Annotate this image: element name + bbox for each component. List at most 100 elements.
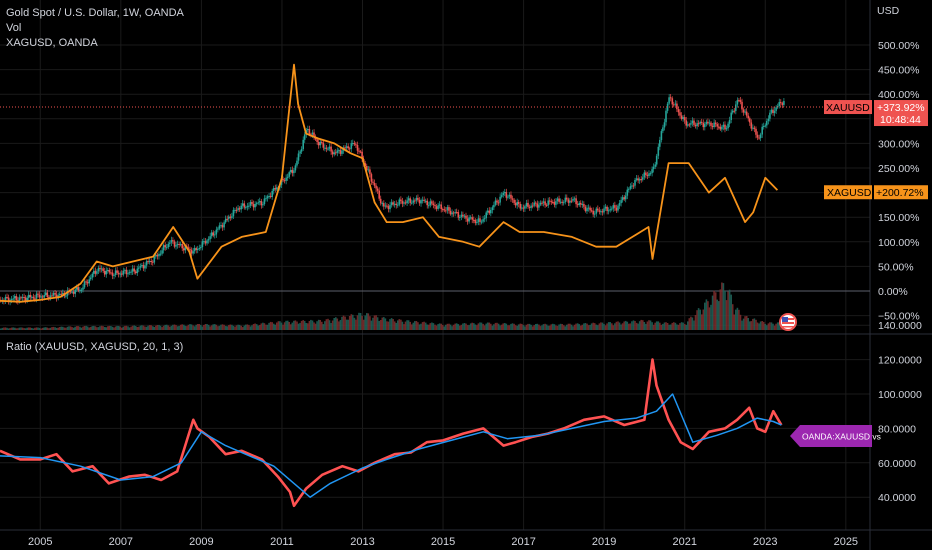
volume-bar <box>397 320 399 330</box>
volume-bar <box>750 321 753 330</box>
volume-bar <box>369 316 371 330</box>
candle-body <box>372 181 374 183</box>
candle-body <box>229 216 232 218</box>
volume-bar <box>497 323 500 330</box>
volume-bar <box>325 319 328 330</box>
volume-bar <box>561 324 563 330</box>
candle-body <box>20 297 22 299</box>
candle-body <box>14 296 16 299</box>
candle-body <box>711 125 714 127</box>
volume-bar <box>215 324 218 330</box>
volume-bar <box>539 326 542 330</box>
volume-bar <box>283 322 286 330</box>
candle-body <box>364 163 366 166</box>
volume-bar <box>314 323 317 330</box>
volume-bar <box>282 324 284 330</box>
candle-body <box>201 241 204 248</box>
xau-candles <box>0 94 785 306</box>
volume-bar <box>690 316 692 330</box>
candle-body <box>339 150 342 154</box>
volume-bar <box>432 323 435 330</box>
candle-body <box>521 207 523 209</box>
candle-body <box>713 122 715 127</box>
volume-bar <box>46 327 49 330</box>
volume-bar <box>206 324 208 330</box>
candle-body <box>778 102 780 106</box>
candle-body <box>728 120 731 124</box>
candle-body <box>451 212 453 215</box>
volume-bar <box>590 323 593 330</box>
candle-body <box>268 196 270 197</box>
volume-bar <box>152 326 154 330</box>
xagusd-symbol-badge <box>824 185 872 200</box>
volume-bar <box>193 326 196 330</box>
candle-body <box>46 292 49 297</box>
candle-body <box>677 109 680 113</box>
volume-bar <box>558 324 560 330</box>
candle-body <box>209 236 211 240</box>
candle-body <box>638 179 641 181</box>
candle-body <box>103 271 106 275</box>
candle-body <box>26 297 28 302</box>
candle-body <box>331 151 334 155</box>
candle-body <box>138 267 140 269</box>
volume-bar <box>386 321 388 330</box>
candle-body <box>15 296 18 301</box>
candle-body <box>142 265 145 269</box>
candle-body <box>424 200 427 202</box>
candle-body <box>707 121 709 124</box>
candle-body <box>265 198 267 200</box>
candle-body <box>572 199 574 201</box>
candle-body <box>395 203 397 206</box>
volume-bar <box>493 324 495 330</box>
candle-body <box>542 201 545 203</box>
candle-body <box>370 174 373 182</box>
candle-body <box>564 197 567 203</box>
volume-bar <box>752 318 754 330</box>
candle-body <box>676 103 678 110</box>
candle-body <box>260 201 263 206</box>
candle-body <box>51 295 53 297</box>
volume-bar <box>55 327 58 330</box>
candle-body <box>496 200 498 203</box>
volume-bar <box>364 315 366 330</box>
volume-bar <box>204 324 207 330</box>
volume-bar <box>735 309 737 330</box>
volume-bar <box>285 320 287 330</box>
candle-body <box>584 206 587 212</box>
candle-body <box>241 203 244 206</box>
ratio-legend[interactable]: Ratio (XAUUSD, XAGUSD, 20, 1, 3) <box>6 341 184 353</box>
time-axis-tick: 2013 <box>350 536 374 548</box>
candle-body <box>531 205 534 207</box>
candle-body <box>307 129 309 131</box>
candle-body <box>79 289 81 291</box>
ratio-axis-tick: 100.0000 <box>878 389 922 401</box>
volume-bar <box>553 324 556 330</box>
volume-bar <box>392 319 394 330</box>
volume-bar <box>217 326 219 330</box>
compare-legend[interactable]: XAGUSD, OANDA <box>6 37 98 49</box>
volume-bar <box>372 317 374 330</box>
volume-bar <box>77 326 80 330</box>
volume-bar <box>347 319 349 330</box>
volume-bar <box>235 325 238 330</box>
candle-body <box>673 104 675 106</box>
ratio-value-label: OANDA:XAUUSD vs <box>802 432 881 442</box>
candle-body <box>297 153 300 161</box>
candle-body <box>245 207 247 209</box>
volume-bar <box>296 321 298 330</box>
symbol-title[interactable]: Gold Spot / U.S. Dollar, 1W, OANDA <box>6 7 184 19</box>
volume-bar <box>443 326 446 330</box>
candle-body <box>646 175 649 176</box>
volume-bar <box>254 323 256 330</box>
volume-bar <box>367 313 370 330</box>
volume-legend[interactable]: Vol <box>6 22 22 34</box>
volume-bar <box>711 295 714 330</box>
volume-bar <box>567 323 570 330</box>
candle-body <box>569 200 571 203</box>
candle-body <box>373 183 376 186</box>
candle-body <box>162 245 165 251</box>
xauusd-value-label: +373.92% <box>877 102 925 114</box>
candle-body <box>448 207 450 211</box>
volume-bar <box>611 323 613 330</box>
